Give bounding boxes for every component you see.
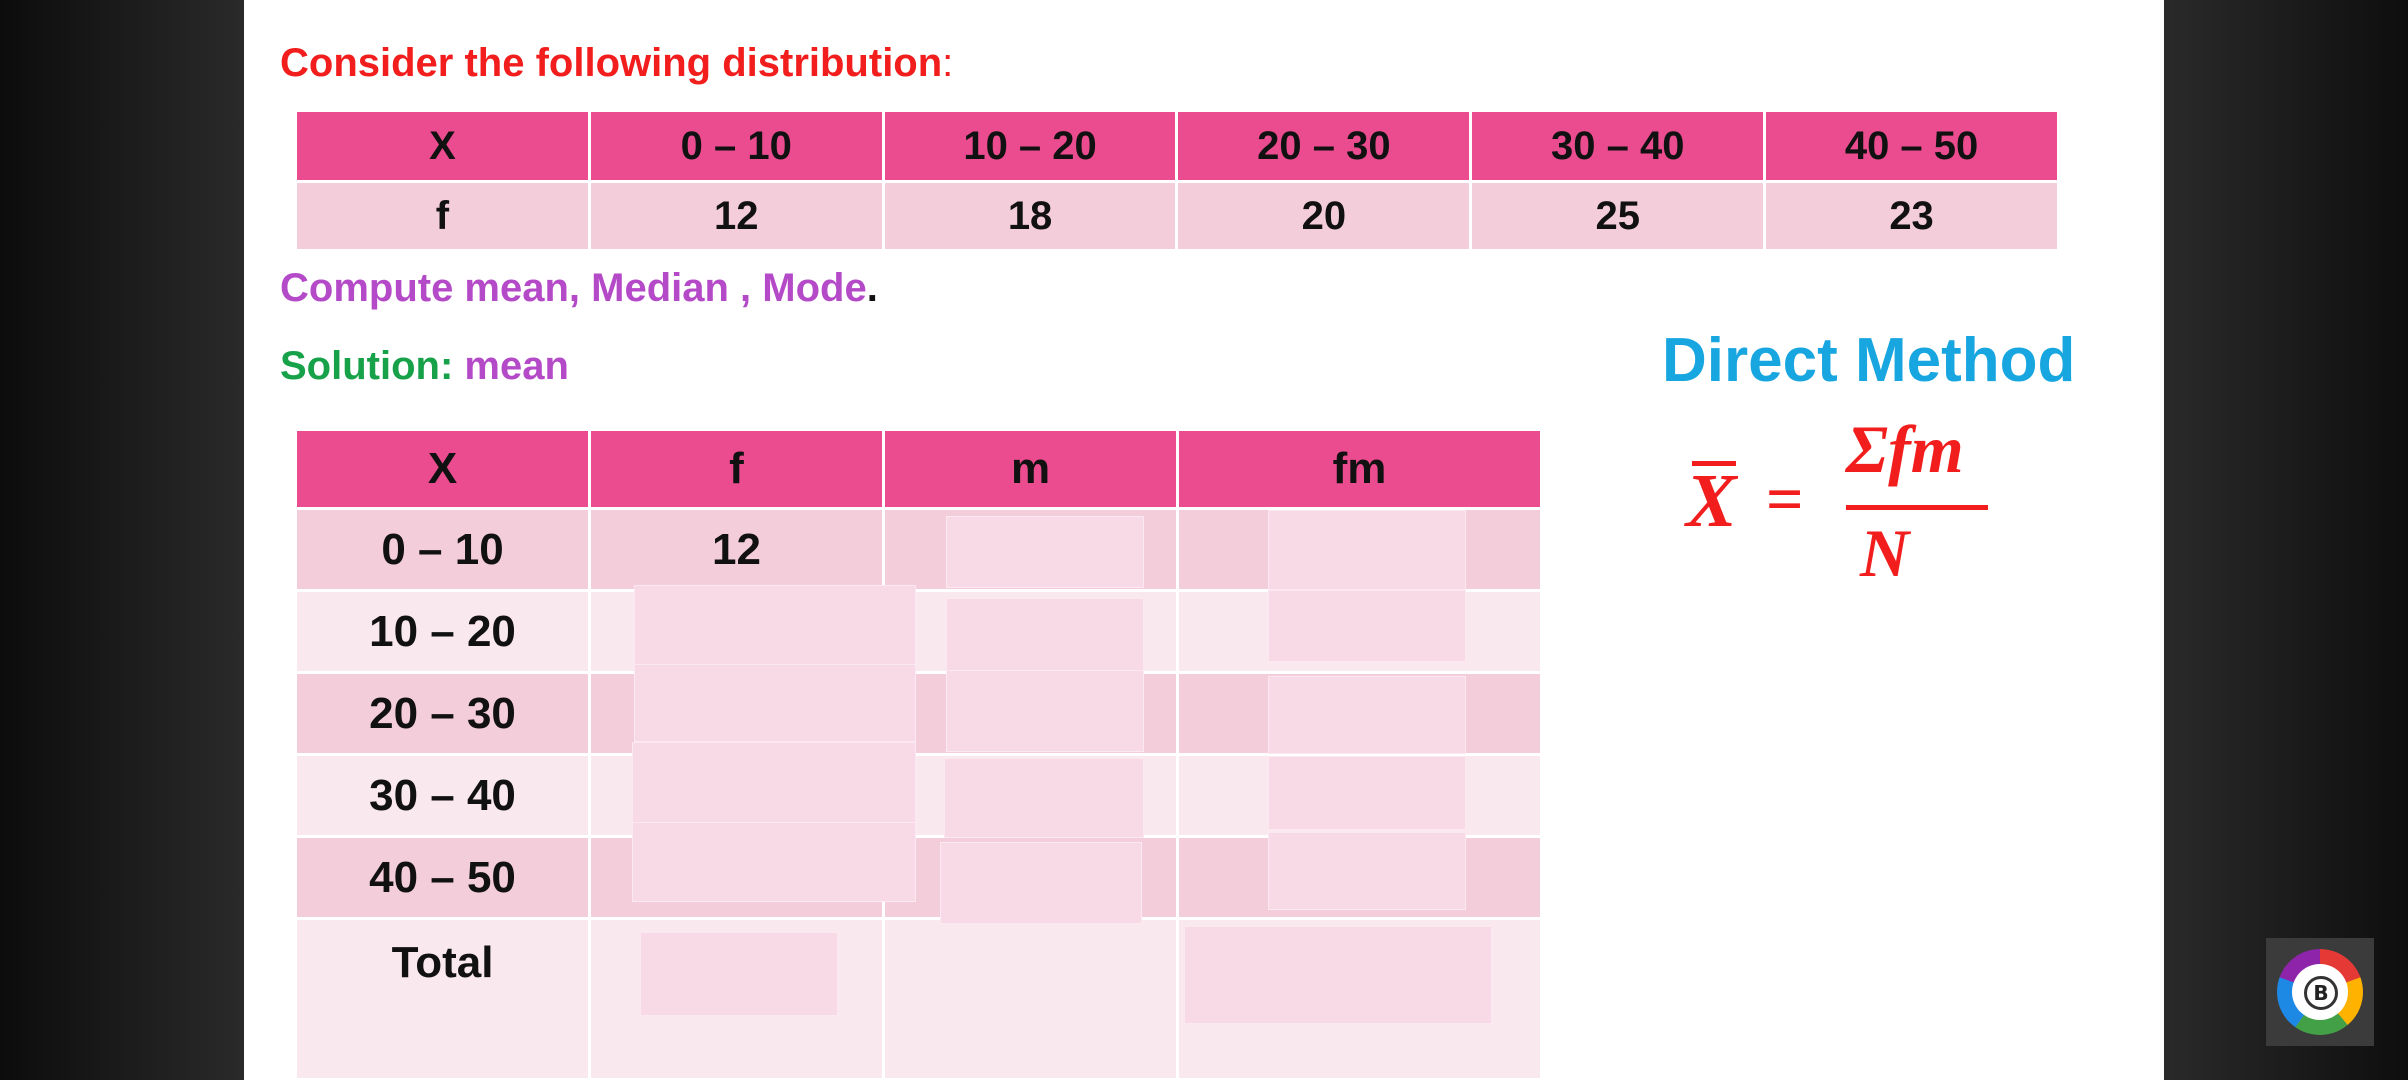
letterbox-left bbox=[0, 0, 244, 1080]
row-class: 10 – 20 bbox=[294, 589, 591, 674]
answer-mask bbox=[1268, 676, 1466, 754]
dist-header-c5: 40 – 50 bbox=[1763, 109, 2060, 183]
row-f: 12 bbox=[588, 507, 885, 592]
answer-mask bbox=[946, 598, 1144, 672]
sol-header-m: m bbox=[882, 428, 1179, 510]
prompt-text: Consider the following distribution bbox=[280, 41, 943, 85]
dist-cell-2: 18 bbox=[881, 180, 1179, 252]
row-class: 40 – 50 bbox=[294, 835, 591, 920]
sol-header-x: X bbox=[294, 428, 591, 510]
dist-cell-3: 20 bbox=[1175, 180, 1473, 252]
logo-letter: B bbox=[2304, 976, 2338, 1010]
dist-header-c1: 0 – 10 bbox=[587, 109, 885, 183]
total-label: Total bbox=[294, 917, 591, 1080]
sol-header-fm: fm bbox=[1176, 428, 1543, 510]
total-mask bbox=[640, 932, 838, 1016]
formula-fraction-line bbox=[1846, 505, 1988, 510]
sol-header-f: f bbox=[588, 428, 885, 510]
formula-denominator: N bbox=[1860, 515, 1910, 591]
solution-topic: mean bbox=[464, 344, 569, 388]
dist-header-c2: 10 – 20 bbox=[881, 109, 1179, 183]
distribution-frequency-row: f 12 18 20 25 23 bbox=[294, 180, 2060, 252]
formula-lhs: X bbox=[1686, 459, 1737, 543]
slide: Consider the following distribution: X 0… bbox=[244, 0, 2164, 1080]
dist-header-c3: 20 – 30 bbox=[1175, 109, 1473, 183]
answer-mask bbox=[1268, 832, 1466, 910]
answer-mask bbox=[946, 516, 1144, 588]
letterbox-right bbox=[2164, 0, 2408, 1080]
task-period: . bbox=[866, 266, 878, 310]
total-mask bbox=[1184, 926, 1492, 1024]
distribution-table: X 0 – 10 10 – 20 20 – 30 30 – 40 40 – 50… bbox=[294, 109, 2060, 252]
dist-cell-4: 25 bbox=[1469, 180, 1767, 252]
answer-mask bbox=[944, 758, 1144, 838]
mean-formula: X = Σfm N bbox=[1676, 415, 2164, 595]
task-line: Compute mean, Median , Mode. bbox=[280, 268, 878, 308]
answer-mask bbox=[1268, 510, 1466, 590]
dist-header-x: X bbox=[294, 109, 591, 183]
row-class: 0 – 10 bbox=[294, 507, 591, 592]
distribution-header-row: X 0 – 10 10 – 20 20 – 30 30 – 40 40 – 50 bbox=[294, 109, 2060, 183]
answer-mask bbox=[634, 664, 916, 742]
solution-label: Solution: bbox=[280, 344, 454, 388]
answer-mask bbox=[1268, 756, 1466, 830]
solution-line: Solution: mean bbox=[280, 346, 569, 386]
answer-mask bbox=[946, 670, 1144, 752]
dist-cell-f: f bbox=[294, 180, 591, 252]
row-class: 30 – 40 bbox=[294, 753, 591, 838]
solution-header-row: X f m fm bbox=[294, 428, 1543, 510]
formula-equals: = bbox=[1766, 463, 1804, 536]
task-text: Compute mean, Median , Mode bbox=[280, 266, 867, 310]
answer-mask bbox=[632, 822, 916, 902]
formula-numerator: Σfm bbox=[1846, 411, 1964, 487]
answer-mask bbox=[632, 742, 916, 824]
prompt-line: Consider the following distribution: bbox=[280, 43, 953, 83]
row-class: 20 – 30 bbox=[294, 671, 591, 756]
dist-cell-5: 23 bbox=[1763, 180, 2060, 252]
dist-header-c4: 30 – 40 bbox=[1469, 109, 1767, 183]
prompt-colon: : bbox=[942, 41, 954, 85]
channel-logo-icon[interactable]: B bbox=[2266, 938, 2374, 1046]
answer-mask bbox=[1268, 590, 1466, 662]
answer-mask bbox=[634, 585, 916, 665]
answer-mask bbox=[940, 842, 1142, 924]
formula-bar bbox=[1692, 461, 1736, 466]
method-title: Direct Method bbox=[1662, 326, 2076, 395]
total-m bbox=[882, 917, 1179, 1080]
dist-cell-1: 12 bbox=[587, 180, 885, 252]
